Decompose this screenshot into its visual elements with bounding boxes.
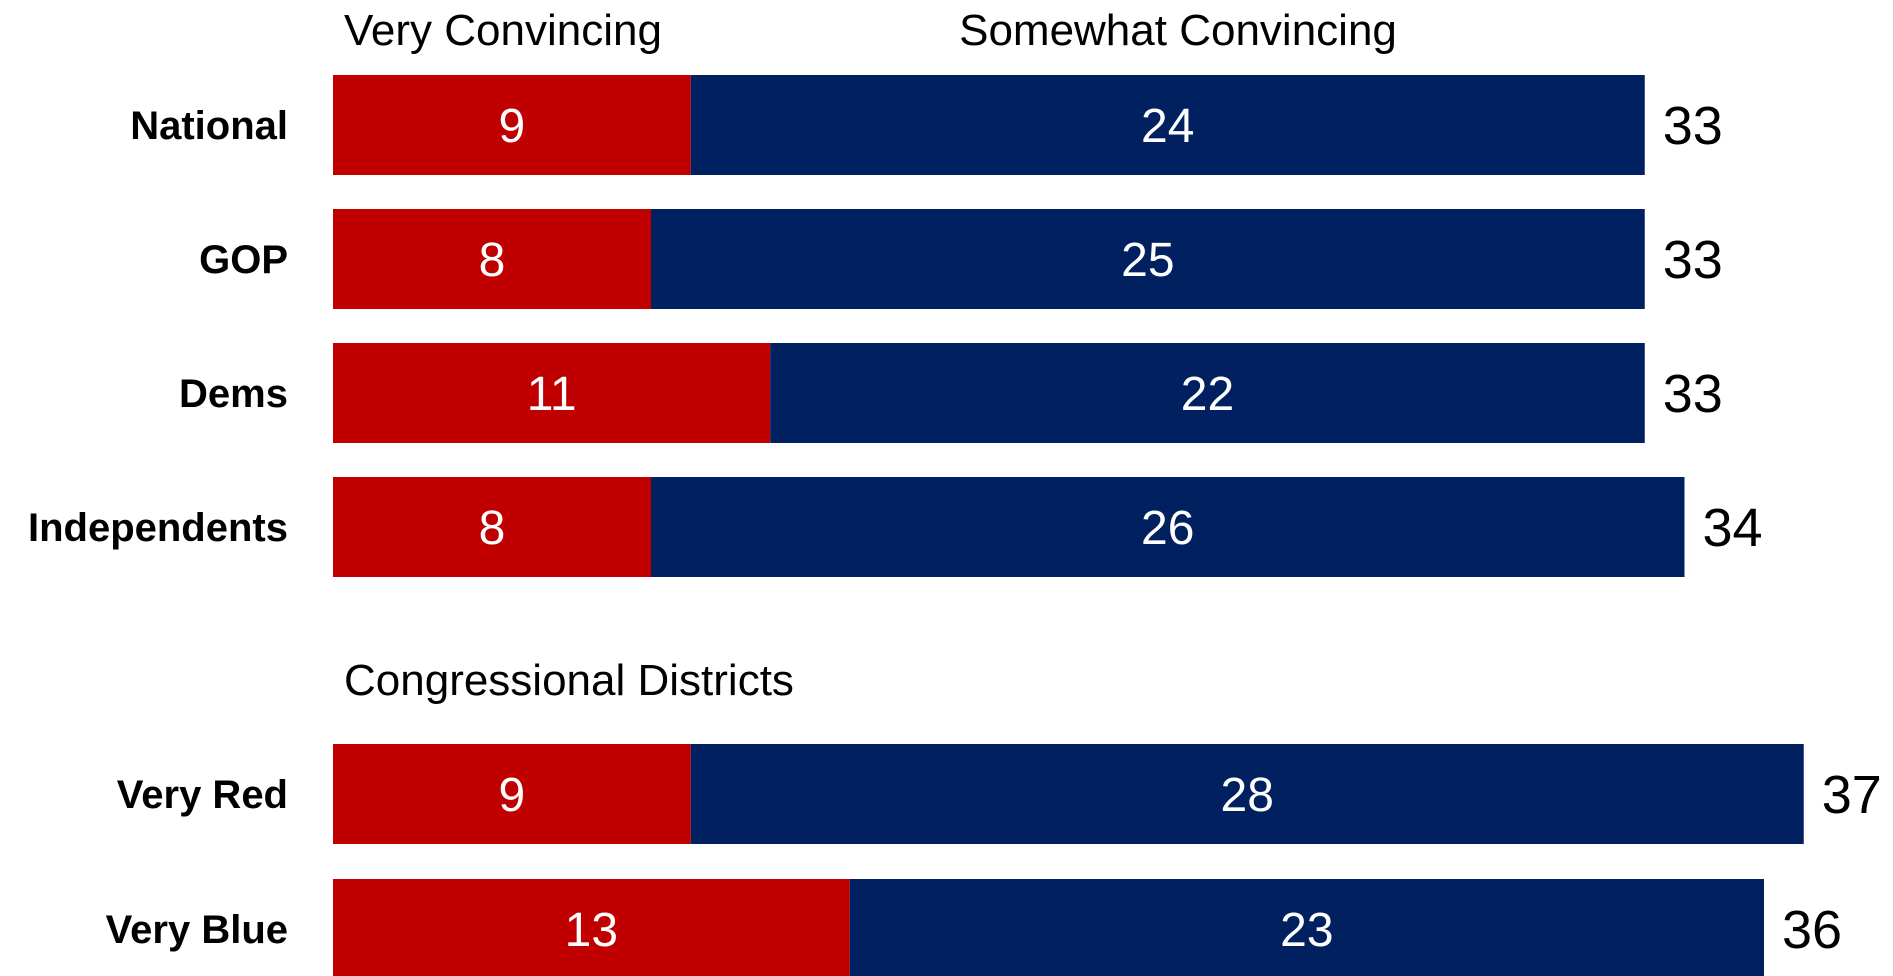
data-label-very-convincing-dems: 11: [527, 368, 577, 421]
bar-segment-very-convincing-very-red: [333, 744, 691, 844]
total-label-gop: 33: [1663, 230, 1723, 290]
bar-segment-somewhat-convincing-dems: [770, 343, 1645, 443]
bar-segment-very-convincing-independents: [333, 477, 651, 577]
group-title: Congressional Districts: [344, 656, 794, 705]
data-label-very-convincing-gop: 8: [479, 234, 506, 287]
category-label-independents: Independents: [28, 506, 288, 550]
bar-segment-somewhat-convincing-very-red: [690, 744, 1804, 844]
data-label-somewhat-convincing-national: 24: [1141, 100, 1194, 153]
total-label-national: 33: [1663, 96, 1723, 156]
data-label-very-convincing-national: 9: [499, 100, 526, 153]
data-label-somewhat-convincing-very-red: 28: [1221, 769, 1274, 822]
legend-label-somewhat-convincing: Somewhat Convincing: [959, 6, 1397, 55]
category-label-dems: Dems: [179, 372, 288, 416]
category-label-gop: GOP: [199, 238, 288, 282]
bar-segment-somewhat-convincing-gop: [651, 209, 1645, 309]
data-label-somewhat-convincing-very-blue: 23: [1280, 904, 1333, 957]
bar-segment-somewhat-convincing-very-blue: [849, 879, 1764, 976]
data-label-very-convincing-very-red: 9: [499, 769, 526, 822]
bar-segment-very-convincing-dems: [333, 343, 771, 443]
bar-segment-somewhat-convincing-independents: [651, 477, 1685, 577]
total-label-independents: 34: [1703, 498, 1763, 558]
total-label-very-blue: 36: [1782, 900, 1842, 960]
category-label-very-blue: Very Blue: [106, 908, 288, 952]
data-label-very-convincing-very-blue: 13: [565, 904, 618, 957]
data-label-somewhat-convincing-independents: 26: [1141, 502, 1194, 555]
bar-segment-somewhat-convincing-national: [690, 75, 1645, 175]
data-label-somewhat-convincing-gop: 25: [1121, 234, 1174, 287]
data-label-very-convincing-independents: 8: [479, 502, 506, 555]
category-label-national: National: [130, 104, 288, 148]
total-label-very-red: 37: [1822, 765, 1882, 825]
bar-segment-very-convincing-very-blue: [333, 879, 850, 976]
data-label-somewhat-convincing-dems: 22: [1181, 368, 1234, 421]
bar-segment-very-convincing-national: [333, 75, 691, 175]
legend-label-very-convincing: Very Convincing: [344, 6, 662, 55]
bar-segment-very-convincing-gop: [333, 209, 651, 309]
category-label-very-red: Very Red: [117, 773, 288, 817]
total-label-dems: 33: [1663, 364, 1723, 424]
